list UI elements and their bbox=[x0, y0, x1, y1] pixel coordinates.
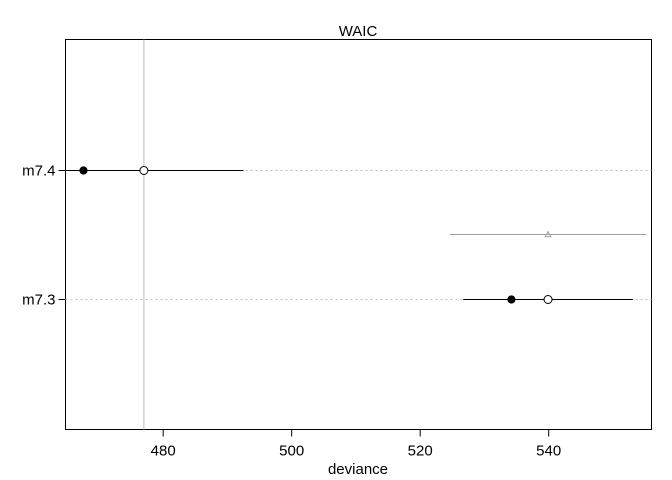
x-tick-label: 480 bbox=[151, 443, 176, 460]
in-sample-deviance-point bbox=[507, 295, 516, 304]
in-sample-deviance-point bbox=[79, 166, 88, 175]
y-tick-label: m7.4 bbox=[22, 163, 55, 180]
chart-marks: 480 500 520 540 m7.4 m7.3 bbox=[22, 39, 652, 460]
waic-point bbox=[543, 295, 553, 304]
x-tick-label: 520 bbox=[408, 443, 433, 460]
y-tick-label: m7.3 bbox=[22, 292, 55, 309]
chart-title: WAIC bbox=[339, 23, 378, 40]
x-tick-label: 540 bbox=[536, 443, 561, 460]
x-axis-label: deviance bbox=[328, 461, 388, 478]
dwaic-point bbox=[544, 230, 552, 238]
plot-frame bbox=[65, 39, 652, 430]
x-tick-label: 500 bbox=[279, 443, 304, 460]
waic-point bbox=[139, 166, 149, 175]
